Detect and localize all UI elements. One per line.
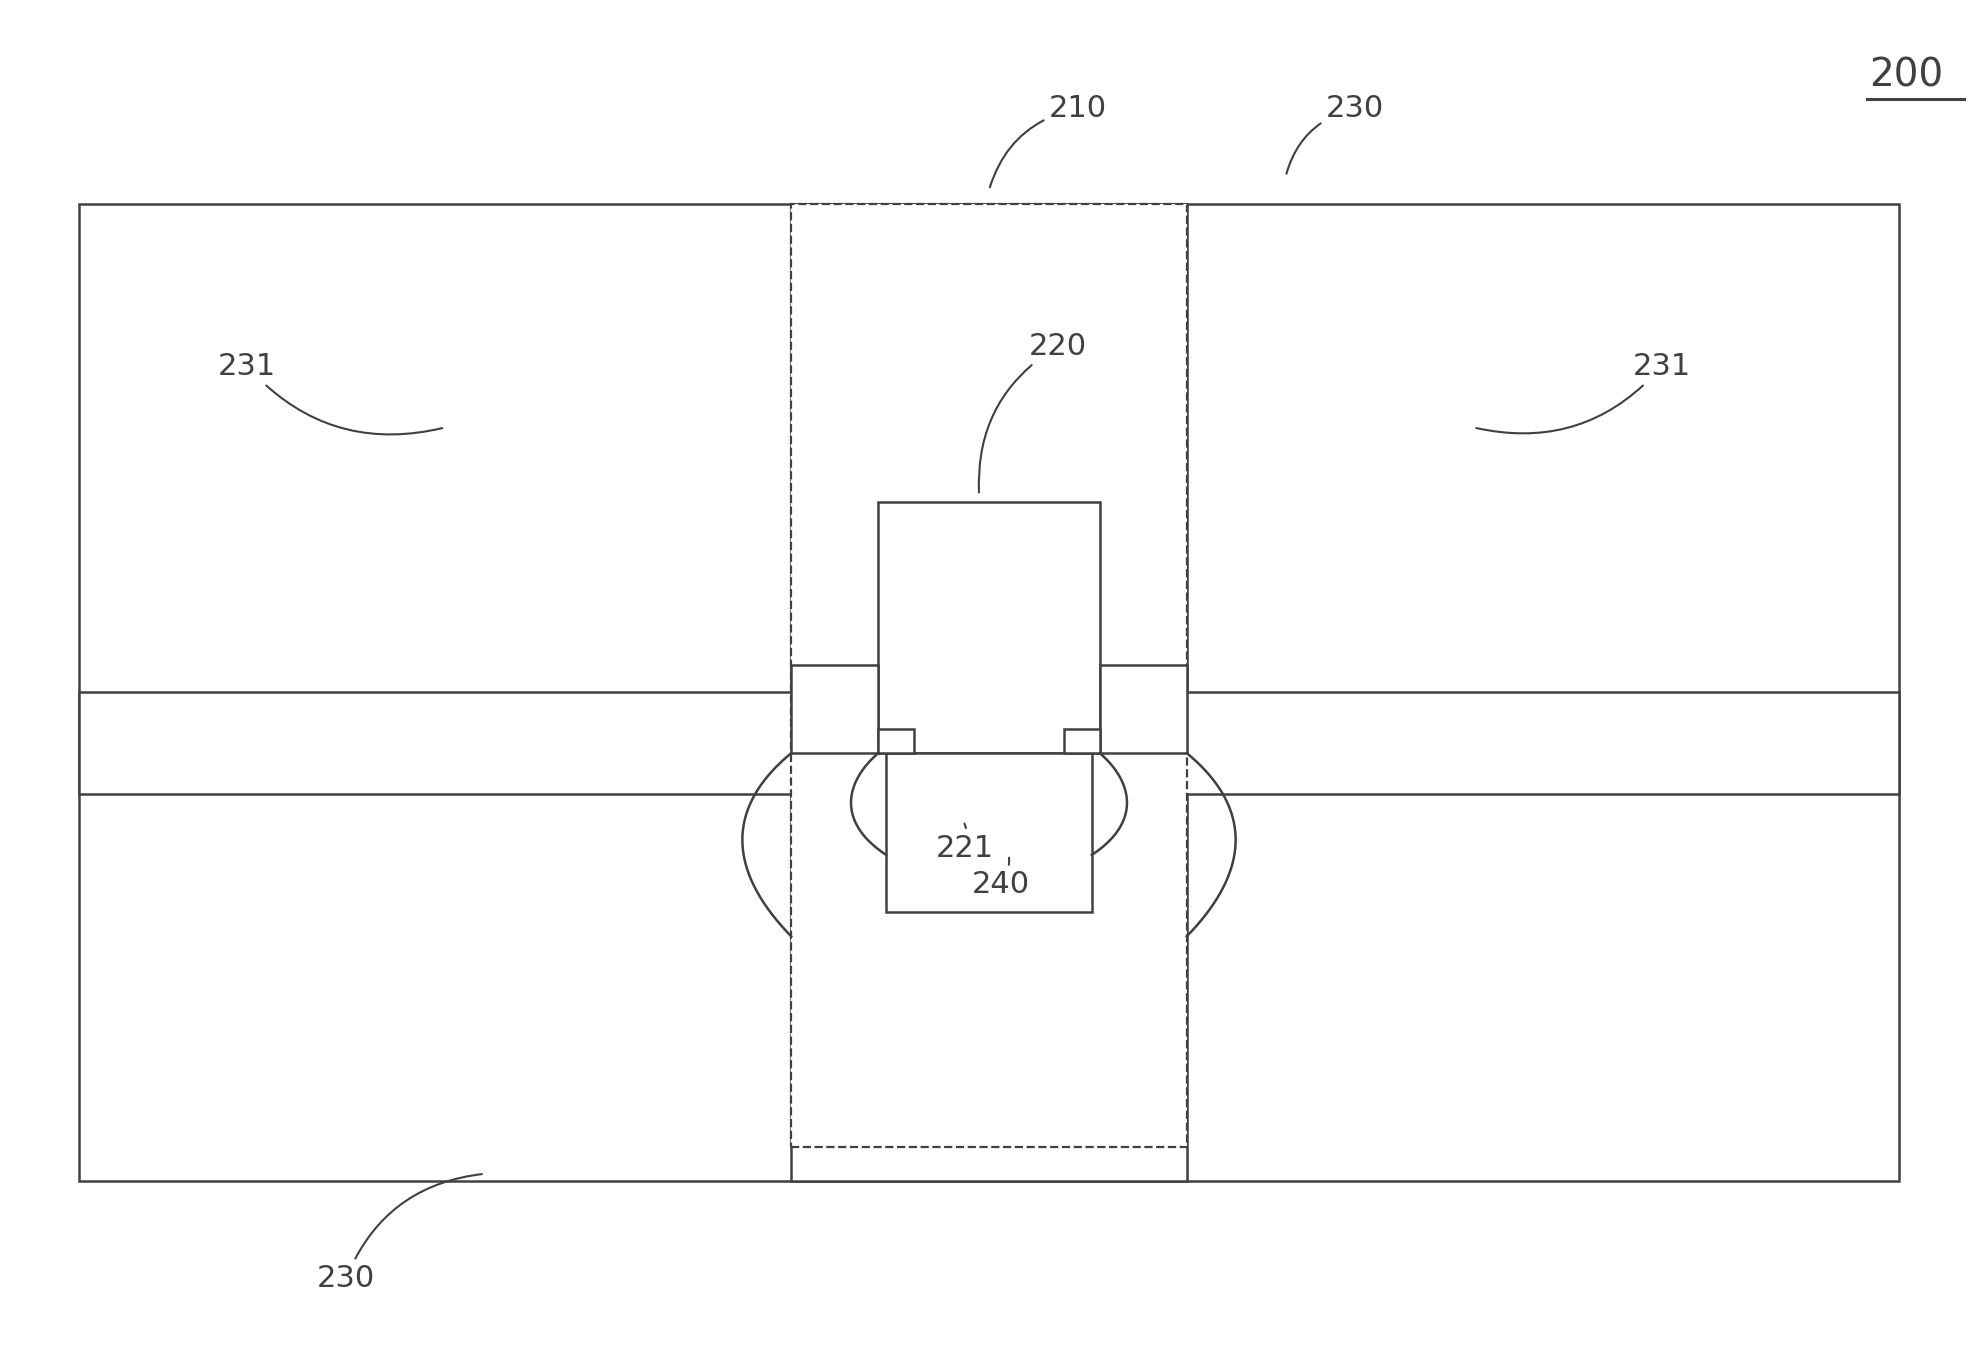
Text: 231: 231 [218, 351, 443, 434]
Text: 240: 240 [971, 858, 1031, 900]
Bar [791, 204, 1187, 1147]
Text: 231: 231 [1476, 351, 1691, 433]
Bar [886, 753, 1092, 912]
Text: 230: 230 [1286, 94, 1385, 174]
Bar [878, 729, 914, 753]
Bar [878, 502, 1100, 753]
Text: 220: 220 [979, 331, 1088, 493]
Bar [1064, 729, 1100, 753]
Text: 221: 221 [936, 824, 995, 863]
Bar [79, 204, 1899, 1181]
Bar [791, 204, 1187, 1181]
Bar [1100, 665, 1187, 753]
Text: 210: 210 [989, 94, 1108, 187]
Text: 230: 230 [316, 1174, 483, 1293]
Bar [79, 692, 1899, 794]
Text: 200: 200 [1869, 57, 1944, 95]
Bar [791, 665, 878, 753]
